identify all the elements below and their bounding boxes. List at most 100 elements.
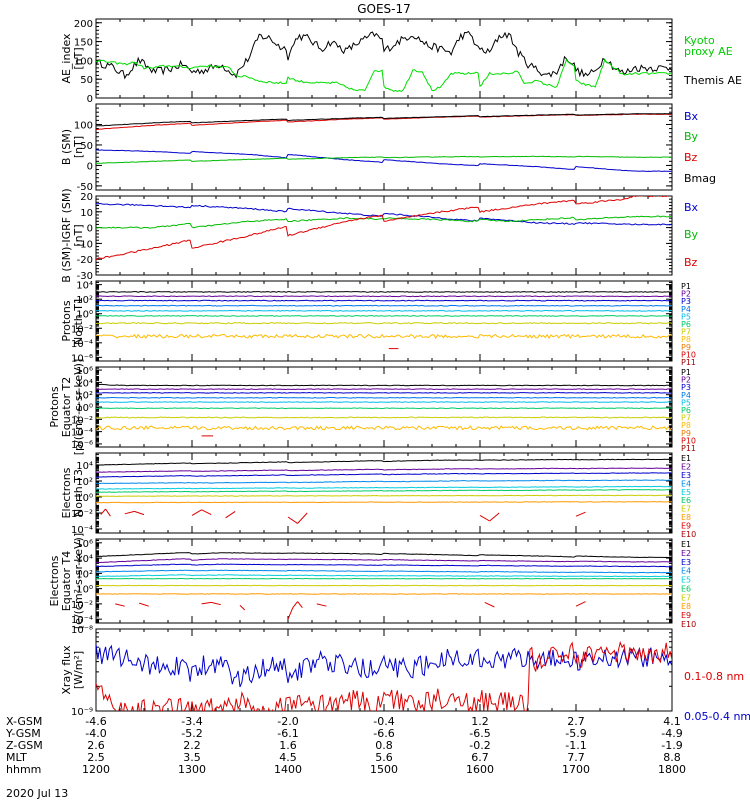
x-axis-ephemeris-table: X-GSM -4.6 -3.4 -2.0 -0.4 1.2 2.7 4.1 Y-GSM -4.0 -… <box>5 715 686 776</box>
legend-label: P6 <box>681 406 691 415</box>
series-p6 <box>96 315 672 317</box>
panel-xray: 10⁻⁹ 10⁻⁸ Xray flux [W/m²] 0.1-0.8 nm 0.05-0.… <box>60 625 750 723</box>
legend-label: P3 <box>681 383 691 392</box>
y-axis-label: [e/(cm²-s-sr-keV)] <box>72 533 85 629</box>
series-p8 <box>96 425 672 431</box>
panel-ee: 10⁻⁴ 10⁻² 10⁰ 10² 10⁴ 10⁶ Electrons Equator T4[… <box>48 533 696 629</box>
series-group <box>96 196 672 261</box>
panel-bigrf: -30 -20 -10 0 10 20 B (SM)-IGRF (SM) [nT] Bx By Bz <box>60 188 699 282</box>
y-axis-label: Equator T2 <box>60 377 73 437</box>
y-tick-label: 10 <box>80 208 93 219</box>
y-tick-label: -20 <box>77 255 93 266</box>
x-axis-value: -4.9 <box>661 727 682 740</box>
y-axis-label: Protons <box>48 386 61 427</box>
series-group <box>96 640 672 711</box>
x-axis-value: -0.2 <box>469 739 490 752</box>
y-tick-label: 10⁻² <box>71 324 93 335</box>
y-tick-label: 10⁴ <box>76 461 93 472</box>
series-bx <box>96 202 672 226</box>
series-bz <box>96 196 672 261</box>
series-e9 <box>100 508 586 524</box>
series-by <box>96 155 672 164</box>
legend-label: E8 <box>681 602 691 611</box>
legend-label: E9 <box>681 611 691 620</box>
series-e7 <box>96 494 672 497</box>
x-axis-value: 2.2 <box>183 739 201 752</box>
y-tick-label: 200 <box>74 19 93 30</box>
series-e5 <box>96 485 672 490</box>
legend-label: P3 <box>681 297 691 306</box>
y-tick-label: 10⁴ <box>76 378 93 389</box>
series-by <box>96 215 672 229</box>
date-label: 2020 Jul 13 <box>6 787 68 800</box>
y-tick-label: 10⁰ <box>76 493 93 504</box>
chart-title: GOES-17 <box>357 2 411 16</box>
y-tick-label: 10² <box>76 569 93 580</box>
y-axis-label: Electrons <box>60 467 73 518</box>
legend-label: E6 <box>681 584 691 593</box>
y-tick-label: 100 <box>74 56 93 67</box>
y-axis-label: Protons <box>60 300 73 341</box>
x-axis-value: -1.1 <box>565 739 586 752</box>
series-p4 <box>96 304 672 307</box>
panel-frame <box>95 103 673 191</box>
legend-label: P8 <box>681 335 691 344</box>
series-e3 <box>96 472 672 478</box>
series-p7 <box>96 322 672 325</box>
x-axis-value: -3.4 <box>181 715 202 728</box>
y-tick-label: 10⁰ <box>76 585 93 596</box>
y-tick-label: 150 <box>74 38 93 49</box>
series-e4 <box>96 479 672 485</box>
legend-label: E9 <box>681 522 691 531</box>
y-axis-label: [W/m²] <box>72 651 85 689</box>
series-e1 <box>96 552 672 559</box>
series-bmag <box>96 113 672 127</box>
x-axis-value: 8.8 <box>663 751 681 764</box>
panel-frame <box>95 628 673 712</box>
legend-label: E1 <box>681 454 691 463</box>
series-p7 <box>96 416 672 419</box>
series-p6 <box>96 407 672 410</box>
legend-label: P4 <box>681 391 691 400</box>
panel-frame <box>95 195 673 276</box>
y-tick-label: 10⁻⁹ <box>71 707 93 718</box>
series-e4 <box>96 569 672 574</box>
x-axis-value: 2.7 <box>567 715 585 728</box>
y-tick-label: 10² <box>76 477 93 488</box>
series-group <box>96 383 672 437</box>
series-p5 <box>96 401 672 403</box>
x-axis-value: 1400 <box>274 763 302 776</box>
series-p3 <box>96 391 672 394</box>
legend-label: P7 <box>681 414 691 423</box>
series-e5 <box>96 574 672 578</box>
x-axis-row-label: X-GSM <box>6 715 42 728</box>
y-tick-label: 10⁻⁶ <box>71 353 93 364</box>
x-axis-value: 1300 <box>178 763 206 776</box>
x-axis-value: -0.4 <box>373 715 394 728</box>
y-tick-label: 0 <box>87 224 93 235</box>
x-axis-row-label: hhmm <box>6 763 41 776</box>
x-axis-value: 4.1 <box>663 715 681 728</box>
x-axis-value: -6.6 <box>373 727 394 740</box>
x-axis-value: -4.0 <box>85 727 106 740</box>
y-axis-label: [nT] <box>72 136 85 158</box>
legend-label: 0.05-0.4 nm <box>684 710 750 723</box>
legend-label: P7 <box>681 328 691 337</box>
series-0-1-0-8-nm <box>96 640 672 711</box>
y-tick-label: -10 <box>77 239 93 250</box>
legend-label: By <box>684 228 699 241</box>
series-e9 <box>115 601 586 620</box>
x-axis-value: -5.2 <box>181 727 202 740</box>
y-tick-label: 0 <box>87 94 93 105</box>
series-e3 <box>96 563 672 568</box>
legend-label: proxy AE <box>684 45 733 58</box>
y-tick-label: 10⁻² <box>71 415 93 426</box>
y-tick-label: 10⁻⁴ <box>71 615 93 626</box>
y-axis-label: B (SM) <box>60 129 73 165</box>
legend-label: E10 <box>681 530 696 539</box>
legend-label: E2 <box>681 549 691 558</box>
legend-label: E2 <box>681 462 691 471</box>
series-p3 <box>96 299 672 302</box>
